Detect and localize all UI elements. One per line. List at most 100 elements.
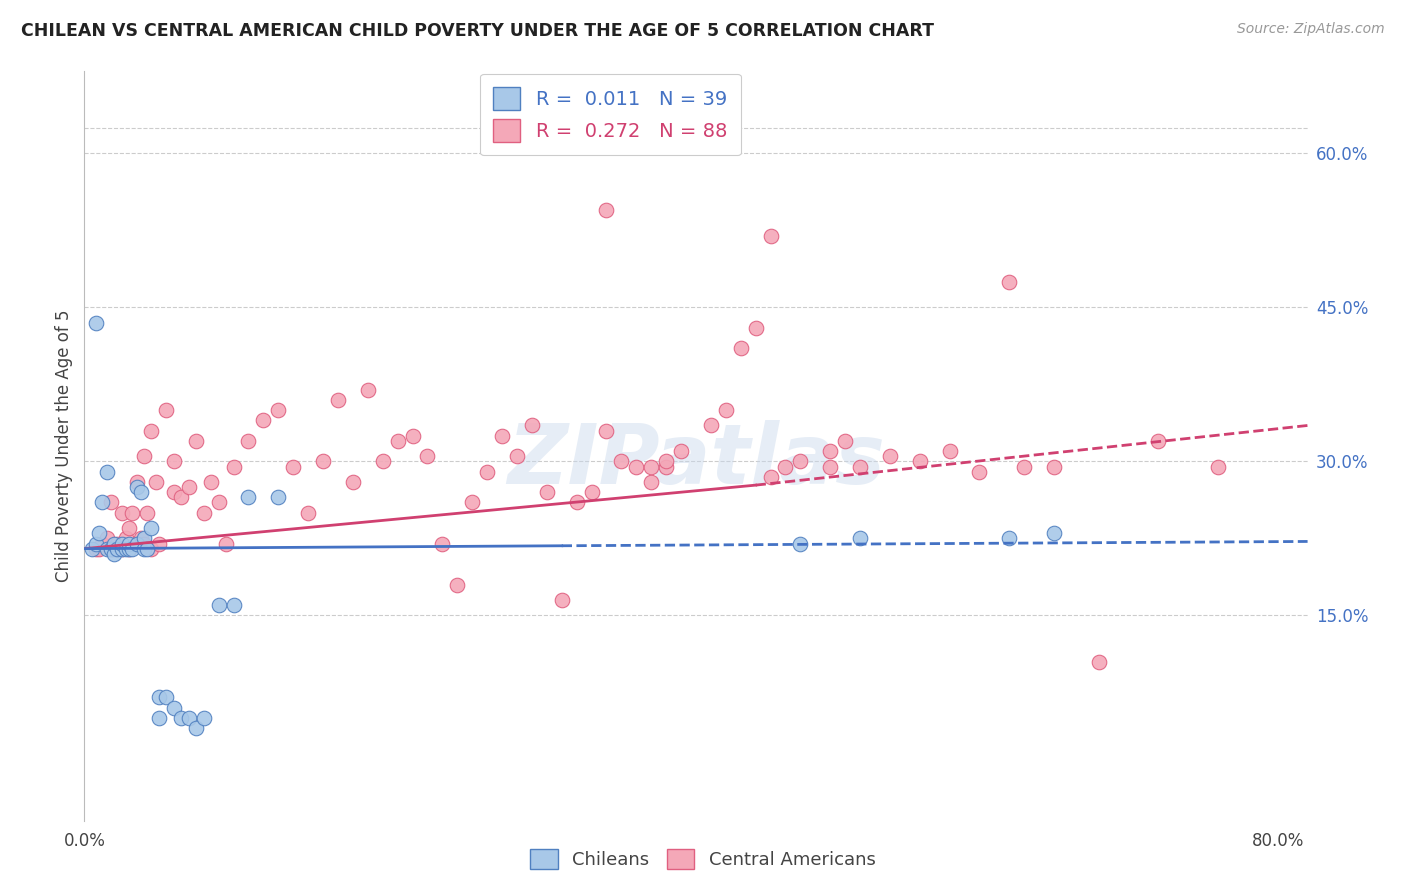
Point	[416, 450, 439, 464]
Point	[238, 434, 260, 448]
Point	[969, 465, 991, 479]
Point	[446, 577, 468, 591]
Point	[170, 711, 193, 725]
Point	[89, 526, 111, 541]
Point	[121, 506, 143, 520]
Point	[163, 700, 186, 714]
Point	[84, 541, 107, 556]
Text: CHILEAN VS CENTRAL AMERICAN CHILD POVERTY UNDER THE AGE OF 5 CORRELATION CHART: CHILEAN VS CENTRAL AMERICAN CHILD POVERT…	[21, 22, 934, 40]
Point	[125, 536, 148, 550]
Point	[700, 418, 723, 433]
Point	[326, 392, 349, 407]
Point	[103, 541, 125, 556]
Point	[100, 541, 122, 556]
Point	[789, 454, 811, 468]
Point	[100, 495, 122, 509]
Point	[312, 454, 335, 468]
Point	[96, 541, 118, 556]
Point	[177, 711, 200, 725]
Point	[655, 459, 678, 474]
Point	[714, 403, 737, 417]
Point	[105, 536, 128, 550]
Point	[105, 541, 128, 556]
Point	[998, 275, 1021, 289]
Point	[938, 444, 960, 458]
Point	[193, 711, 215, 725]
Point	[148, 536, 170, 550]
Point	[1087, 655, 1109, 669]
Point	[1043, 459, 1066, 474]
Point	[401, 428, 423, 442]
Point	[155, 690, 177, 705]
Point	[129, 532, 152, 546]
Point	[129, 485, 152, 500]
Point	[193, 506, 215, 520]
Point	[141, 521, 163, 535]
Point	[1043, 526, 1066, 541]
Point	[506, 450, 529, 464]
Point	[565, 495, 588, 509]
Point	[115, 532, 138, 546]
Point	[136, 541, 159, 556]
Point	[238, 491, 260, 505]
Point	[655, 454, 678, 468]
Point	[775, 459, 797, 474]
Point	[84, 536, 107, 550]
Point	[155, 403, 177, 417]
Point	[267, 491, 290, 505]
Point	[121, 541, 143, 556]
Point	[581, 485, 603, 500]
Point	[111, 541, 134, 556]
Point	[669, 444, 692, 458]
Point	[818, 459, 841, 474]
Legend: Chileans, Central Americans: Chileans, Central Americans	[522, 839, 884, 879]
Point	[91, 495, 114, 509]
Point	[432, 536, 454, 550]
Point	[730, 342, 752, 356]
Point	[536, 485, 558, 500]
Point	[640, 475, 662, 489]
Point	[103, 547, 125, 561]
Point	[125, 480, 148, 494]
Point	[111, 541, 134, 556]
Point	[148, 690, 170, 705]
Legend: R =  0.011   N = 39, R =  0.272   N = 88: R = 0.011 N = 39, R = 0.272 N = 88	[479, 73, 741, 155]
Point	[148, 711, 170, 725]
Point	[132, 536, 155, 550]
Point	[163, 485, 186, 500]
Point	[267, 403, 290, 417]
Point	[207, 495, 229, 509]
Point	[132, 541, 155, 556]
Point	[849, 459, 872, 474]
Point	[111, 536, 134, 550]
Point	[520, 418, 543, 433]
Point	[136, 506, 159, 520]
Point	[118, 521, 141, 535]
Point	[640, 459, 662, 474]
Y-axis label: Child Poverty Under the Age of 5: Child Poverty Under the Age of 5	[55, 310, 73, 582]
Point	[1147, 434, 1170, 448]
Point	[908, 454, 931, 468]
Point	[834, 434, 856, 448]
Point	[551, 593, 574, 607]
Point	[80, 541, 103, 556]
Point	[1012, 459, 1035, 474]
Point	[186, 434, 208, 448]
Point	[132, 532, 155, 546]
Point	[626, 459, 648, 474]
Point	[96, 532, 118, 546]
Point	[141, 424, 163, 438]
Point	[125, 536, 148, 550]
Point	[475, 465, 498, 479]
Point	[297, 506, 319, 520]
Point	[1206, 459, 1229, 474]
Point	[222, 598, 245, 612]
Text: ZIPatlas: ZIPatlas	[508, 420, 884, 501]
Point	[96, 465, 118, 479]
Point	[103, 536, 125, 550]
Text: Source: ZipAtlas.com: Source: ZipAtlas.com	[1237, 22, 1385, 37]
Point	[595, 424, 617, 438]
Point	[387, 434, 409, 448]
Point	[759, 470, 782, 484]
Point	[371, 454, 394, 468]
